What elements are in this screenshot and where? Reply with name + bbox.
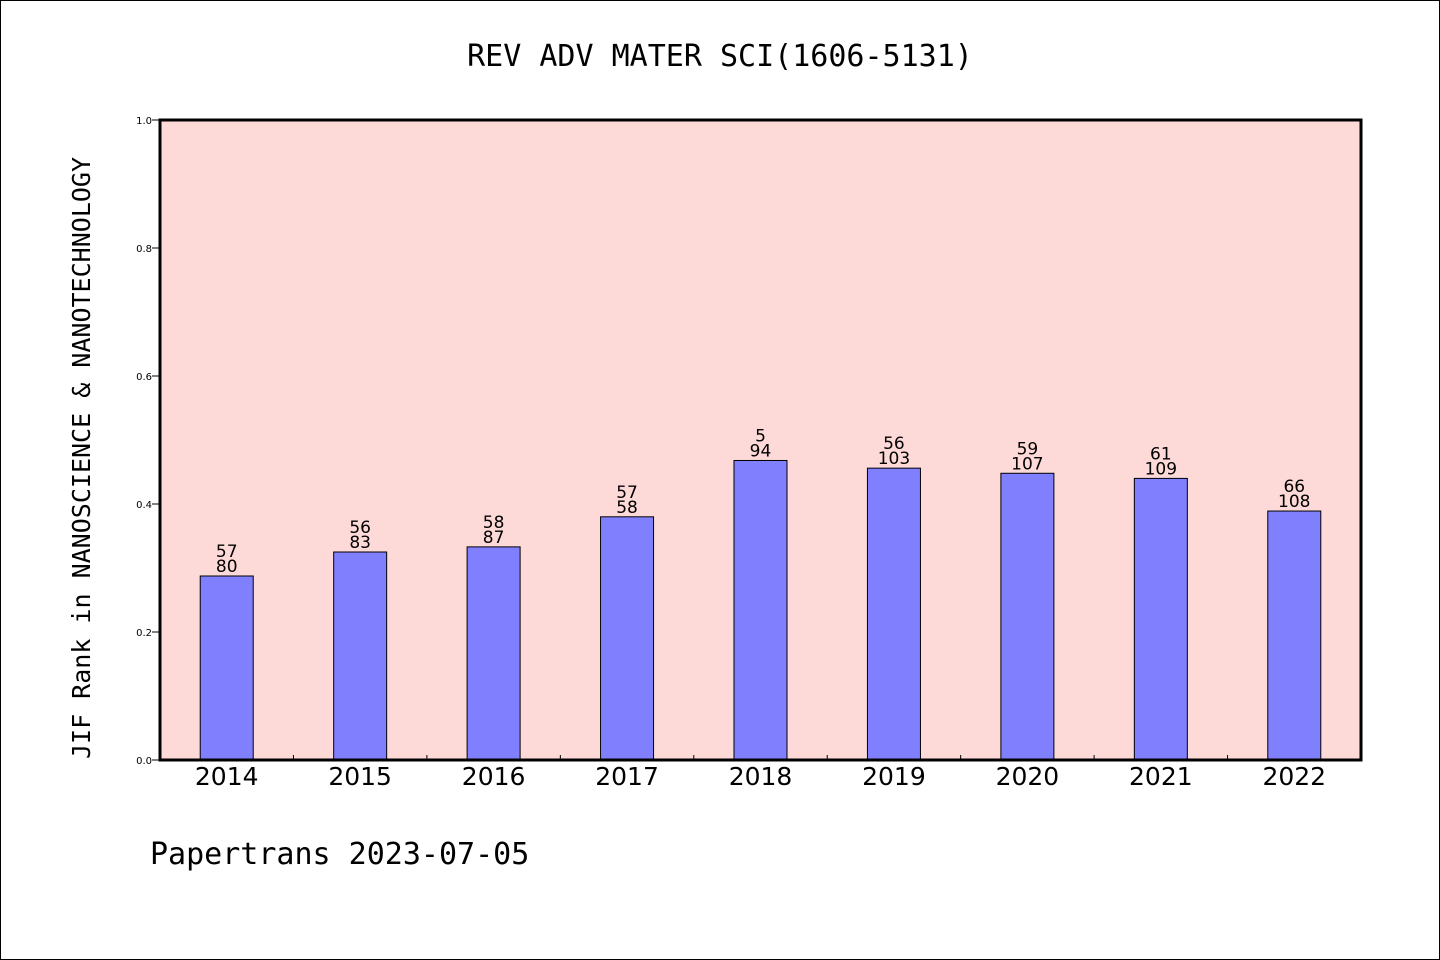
bar-label-total: 94	[750, 441, 772, 461]
bar-label-rank: 61	[1150, 444, 1172, 464]
bar-label-rank: 56	[883, 434, 905, 454]
bar-label-rank: 58	[483, 513, 505, 533]
x-tick-label: 2022	[1262, 762, 1326, 791]
bar-label-total: 58	[616, 498, 638, 518]
plot-border	[158, 118, 1363, 762]
y-axis-label: JIF Rank in NANOSCIENCE & NANOTECHNOLOGY	[67, 157, 96, 759]
x-tick-label: 2015	[328, 762, 392, 791]
bars	[199, 459, 1322, 761]
bar-label-total: 87	[483, 528, 505, 548]
chart-title: REV ADV MATER SCI(1606-5131)	[467, 39, 973, 74]
x-tick-label: 2016	[462, 762, 526, 791]
bar-2020	[1000, 472, 1055, 761]
bar-label-total: 103	[878, 449, 910, 469]
x-tick-label: 2017	[595, 762, 659, 791]
bar-2016	[466, 546, 521, 761]
bar-2022	[1267, 510, 1322, 761]
y-tick-label: 0.8	[136, 244, 152, 255]
bar-label-total: 83	[349, 533, 371, 553]
bar-label-rank: 66	[1283, 477, 1305, 497]
x-tick-label: 2014	[195, 762, 259, 791]
bar-label-total: 80	[216, 557, 238, 577]
bar-label-rank: 5	[755, 426, 766, 446]
bar-label-total: 107	[1011, 454, 1043, 474]
bar-label-total: 108	[1278, 492, 1310, 512]
bar-2017	[600, 516, 655, 761]
y-tick-label: 0.2	[136, 628, 152, 639]
y-tick-label: 0.0	[136, 756, 152, 767]
y-tick-label: 0.6	[136, 372, 152, 383]
bar-2018	[733, 459, 788, 761]
bar-2021	[1133, 477, 1188, 761]
bar-label-rank: 59	[1017, 439, 1039, 459]
bar-2014	[199, 575, 254, 761]
footer-text: Papertrans 2023-07-05	[150, 837, 529, 872]
y-axis-ticks: 0.0 0.2 0.4 0.6 0.8 1.0	[136, 116, 160, 767]
x-tick-label: 2019	[862, 762, 926, 791]
bar-2015	[333, 551, 388, 761]
x-tick-label: 2020	[996, 762, 1060, 791]
y-tick-label: 0.4	[136, 500, 152, 511]
bar-label-total: 109	[1145, 459, 1177, 479]
bar-label-rank: 57	[216, 542, 238, 562]
bar-label-rank: 56	[349, 518, 371, 538]
x-tick-label: 2018	[729, 762, 793, 791]
y-tick-label: 1.0	[136, 116, 152, 127]
x-axis-ticks: 2014 2015 2016 2017 2018 2019 2020 2021 2022	[195, 755, 1326, 791]
x-tick-label: 2021	[1129, 762, 1193, 791]
bar-2019	[866, 467, 921, 761]
bar-label-rank: 57	[616, 483, 638, 503]
